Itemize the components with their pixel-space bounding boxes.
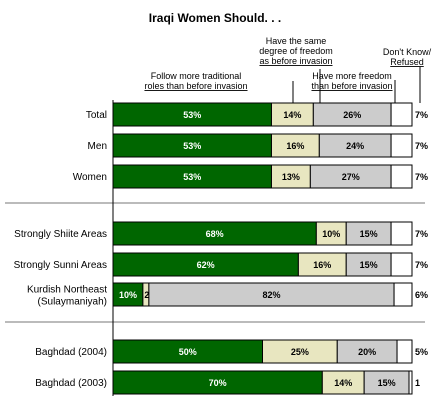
bar-value-label: 68%	[206, 229, 224, 239]
legend-label: Have the same degree of freedom as before …	[259, 36, 333, 66]
bar-value-label: 7%	[415, 229, 428, 239]
bar-value-label: 53%	[183, 141, 201, 151]
bar-value-label: 15%	[360, 229, 378, 239]
bar-value-label: 14%	[334, 378, 352, 388]
bar-value-label: 14%	[283, 110, 301, 120]
bar-segment	[393, 282, 413, 307]
bar-value-label: 13%	[282, 172, 300, 182]
bar-segment	[396, 339, 413, 364]
chart-title: Iraqi Women Should. . .	[149, 11, 281, 25]
row-label: Women	[73, 172, 107, 183]
bar-value-label: 27%	[342, 172, 360, 182]
bar-row: Strongly Sunni Areas 62% 16% 15% 7%	[14, 252, 428, 277]
bar-value-label: 5%	[415, 347, 428, 357]
bar-row: Strongly Shiite Areas 68% 10% 15% 7%	[14, 221, 428, 246]
bar-segment	[390, 221, 413, 246]
plot-area: Total 53% 14% 26% 7%Men 53% 16% 24% 7%Women 53% 13…	[5, 100, 428, 396]
row-label: Strongly Sunni Areas	[14, 260, 107, 271]
bar-value-label: 53%	[183, 172, 201, 182]
bar-value-label: 15%	[378, 378, 396, 388]
legend: Follow more traditional roles than before…	[144, 36, 432, 103]
bar-value-label: 7%	[415, 172, 428, 182]
row-label: Total	[86, 110, 107, 121]
legend-entry: Follow more traditional roles than before…	[144, 71, 294, 103]
bar-value-label: 2	[144, 290, 149, 300]
bar-row: Women 53% 13% 27% 7%	[73, 164, 428, 189]
bar-value-label: 16%	[286, 141, 304, 151]
bar-value-label: 15%	[360, 260, 378, 270]
bar-segment	[390, 133, 413, 158]
bar-value-label: 53%	[183, 110, 201, 120]
bar-value-label: 70%	[209, 378, 227, 388]
legend-label: Follow more traditional roles than before…	[144, 71, 247, 91]
bar-segment	[408, 370, 413, 395]
bar-value-label: 10%	[119, 290, 137, 300]
bar-value-label: 16%	[313, 260, 331, 270]
legend-label: Have more freedom than before invasion	[311, 71, 392, 91]
bar-row: Total 53% 14% 26% 7%	[86, 102, 428, 127]
bar-row: Men 53% 16% 24% 7%	[88, 133, 428, 158]
bar-value-label: 26%	[343, 110, 361, 120]
bar-row: Kurdish Northeast (Sulaymaniyah) 10% 2 82% 6%	[27, 282, 428, 308]
bar-value-label: 50%	[179, 347, 197, 357]
bar-value-label: 7%	[415, 260, 428, 270]
bar-value-label: 7%	[415, 110, 428, 120]
bar-segment	[390, 252, 413, 277]
bar-segment	[390, 164, 413, 189]
row-label: Kurdish Northeast (Sulaymaniyah)	[27, 285, 107, 308]
bar-segment	[390, 102, 413, 127]
bar-row: Baghdad (2004) 50% 25% 20% 5%	[35, 339, 428, 364]
bar-value-label: 62%	[197, 260, 215, 270]
bar-value-label: 25%	[291, 347, 309, 357]
row-label: Baghdad (2004)	[35, 347, 107, 358]
row-label: Strongly Shiite Areas	[14, 229, 107, 240]
legend-entry: Don't Know/Refused	[383, 47, 432, 103]
legend-entry: Have more freedom than before invasion	[311, 71, 396, 103]
bar-value-label: 24%	[346, 141, 364, 151]
bar-value-label: 10%	[322, 229, 340, 239]
row-label: Men	[88, 141, 107, 152]
row-label: Baghdad (2003)	[35, 378, 107, 389]
legend-label: Don't Know/Refused	[383, 47, 432, 67]
bar-value-label: 20%	[358, 347, 376, 357]
bar-value-label: 1	[415, 378, 420, 388]
legend-entry: Have the same degree of freedom as before …	[259, 36, 333, 103]
bar-value-label: 7%	[415, 141, 428, 151]
bar-value-label: 82%	[262, 290, 280, 300]
bar-row: Baghdad (2003) 70% 14% 15% 1	[35, 370, 420, 395]
bar-value-label: 6%	[415, 290, 428, 300]
